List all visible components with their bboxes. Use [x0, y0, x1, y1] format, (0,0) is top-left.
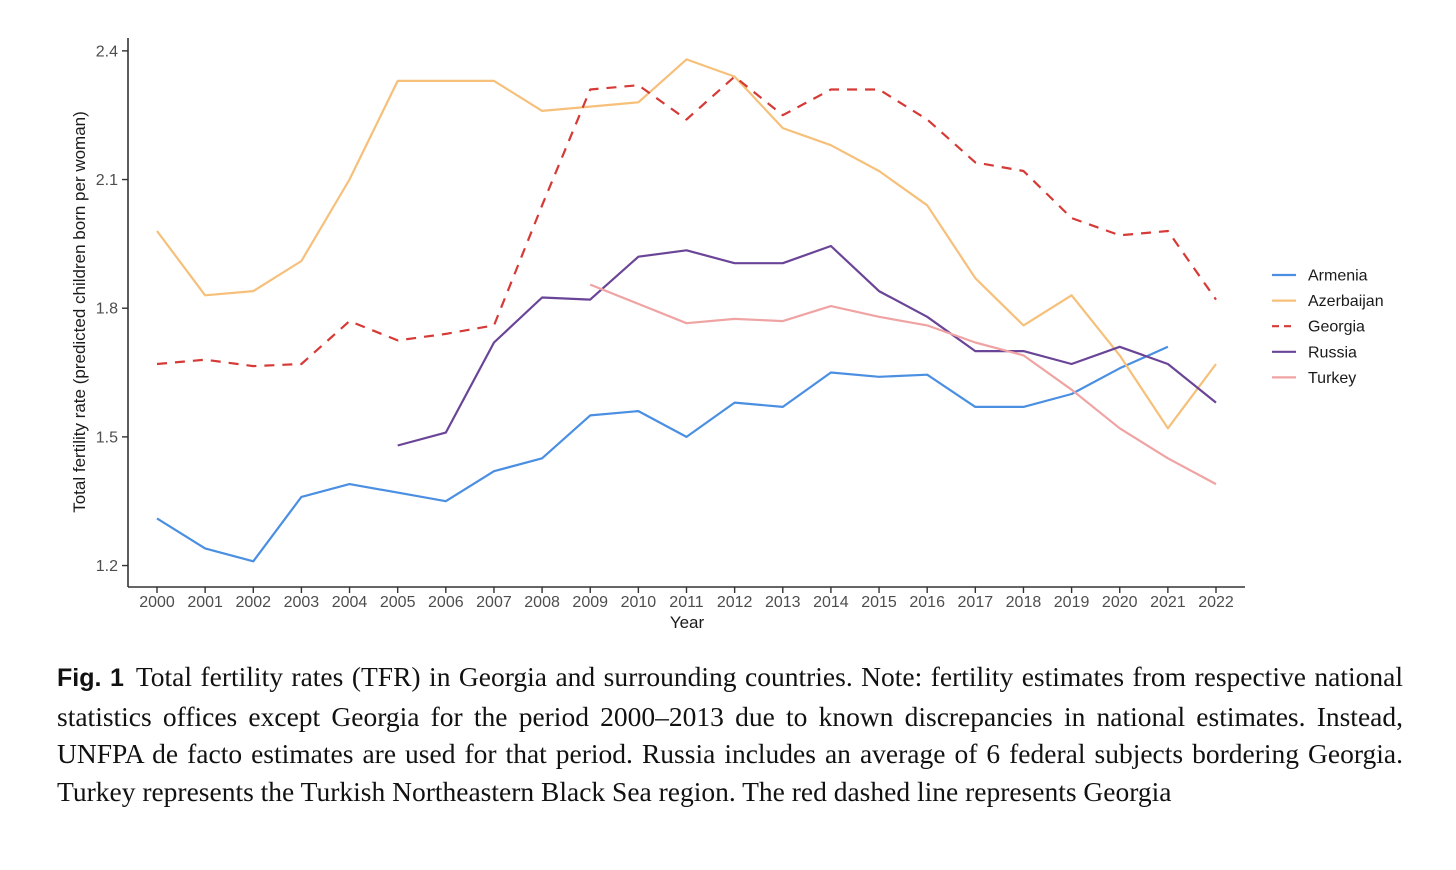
fertility-line-chart: 1.2 1.5 1.8 2.1 2.4 2000 2001 2002 2003 2004 2005…	[70, 38, 1384, 632]
legend-label-russia: Russia	[1308, 344, 1357, 361]
x-tick-label-2016: 2016	[909, 594, 945, 611]
plot-lines	[156, 58, 1217, 563]
legend-label-armenia: Armenia	[1308, 268, 1368, 285]
x-tick-label-2020: 2020	[1102, 594, 1138, 611]
x-tick-label-2013: 2013	[765, 594, 801, 611]
x-tick-label-2000: 2000	[139, 594, 175, 611]
figure-caption-text: Total fertility rates (TFR) in Georgia a…	[57, 661, 1403, 807]
x-tick-label-2002: 2002	[235, 594, 271, 611]
y-axis-title: Total fertility rate (predicted children…	[70, 111, 89, 513]
x-tick-label-2014: 2014	[813, 594, 849, 611]
figure-caption: Fig. 1 Total fertility rates (TFR) in Geo…	[57, 658, 1403, 810]
x-tick-label-2003: 2003	[284, 594, 320, 611]
x-tick-label-2005: 2005	[380, 594, 416, 611]
x-tick-label-2012: 2012	[717, 594, 753, 611]
legend: Armenia Azerbaijan Georgia Russia Turkey	[1272, 268, 1384, 387]
series-line-russia	[397, 244, 1217, 447]
x-tick-label-2021: 2021	[1150, 594, 1186, 611]
y-tick-label-2-1: 2.1	[96, 172, 118, 189]
x-tick-label-2022: 2022	[1198, 594, 1234, 611]
y-tick-label-1-8: 1.8	[96, 301, 118, 318]
x-tick-label-2001: 2001	[187, 594, 223, 611]
x-axis-title: Year	[670, 613, 705, 632]
series-line-armenia	[156, 345, 1169, 563]
x-tick-label-2010: 2010	[621, 594, 657, 611]
x-tick-label-2017: 2017	[958, 594, 994, 611]
figure-caption-label: Fig. 1	[57, 664, 124, 692]
x-tick-label-2007: 2007	[476, 594, 512, 611]
y-ticks: 1.2 1.5 1.8 2.1 2.4	[96, 43, 128, 575]
x-tick-label-2011: 2011	[669, 594, 704, 611]
legend-label-georgia: Georgia	[1308, 319, 1365, 336]
legend-label-turkey: Turkey	[1308, 370, 1356, 387]
y-tick-label-2-4: 2.4	[96, 43, 118, 60]
x-tick-label-2004: 2004	[332, 594, 368, 611]
series-line-azerbaijan	[156, 58, 1217, 430]
x-tick-label-2008: 2008	[524, 594, 560, 611]
x-tick-label-2006: 2006	[428, 594, 464, 611]
series-line-georgia	[156, 75, 1217, 368]
legend-label-azerbaijan: Azerbaijan	[1308, 293, 1384, 310]
x-ticks: 2000 2001 2002 2003 2004 2005 2006 2007 2008 2009…	[139, 587, 1234, 611]
x-tick-label-2019: 2019	[1054, 594, 1090, 611]
x-tick-label-2018: 2018	[1006, 594, 1042, 611]
y-tick-label-1-5: 1.5	[96, 429, 118, 446]
series-line-turkey	[589, 283, 1217, 486]
y-tick-label-1-2: 1.2	[96, 558, 118, 575]
x-tick-label-2009: 2009	[572, 594, 608, 611]
x-tick-label-2015: 2015	[861, 594, 897, 611]
